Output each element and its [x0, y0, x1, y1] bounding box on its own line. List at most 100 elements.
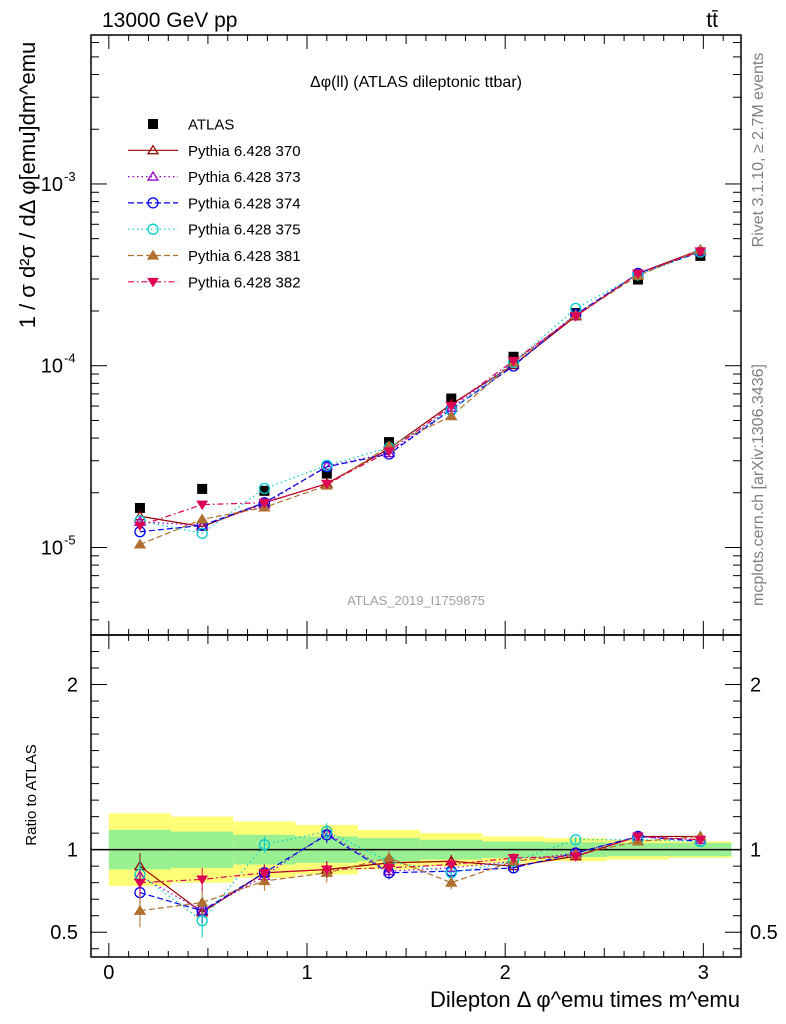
main-data-marks: [133, 243, 707, 549]
ratio-axis-ticks: [91, 635, 741, 957]
data-point: [321, 468, 332, 479]
series-line: [139, 251, 701, 534]
legend-marker: [148, 119, 158, 129]
x-tick-label: 0: [103, 962, 114, 984]
ratio-y-tick-labels: 0.5 0.5 1 1 2 2: [50, 675, 778, 945]
legend-marker: [147, 223, 159, 235]
mcplots-source-label: mcplots.cern.ch [arXiv:1306.3436]: [750, 364, 767, 606]
ratio-point: [383, 863, 395, 874]
header-process-label: tt̄: [706, 9, 718, 32]
y-tick-exponent: -5: [64, 532, 76, 547]
series-point: [632, 269, 644, 280]
main-y-tick-labels: 10-510-410-3: [41, 169, 76, 560]
main-y-axis-label: 1 / σ d²σ / dΔ φ[emu]dm^emu: [15, 42, 40, 329]
legend-marker: [146, 249, 160, 260]
ratio-point: [694, 835, 707, 846]
ratio-point: [258, 868, 271, 879]
main-axis-ticks: [91, 35, 741, 635]
series-point: [320, 460, 333, 471]
ratio-plot-frame: [90, 634, 742, 958]
ratio-point: [445, 876, 458, 887]
legend-label: Pythia 6.428 375: [188, 222, 301, 239]
main-series-lines: [139, 249, 701, 545]
series-point: [507, 356, 520, 367]
x-tick-label: 3: [698, 962, 709, 984]
series-line: [139, 249, 701, 528]
series-point: [383, 447, 395, 457]
legend-marker: [147, 197, 159, 209]
series-line: [139, 250, 701, 527]
series-point: [258, 498, 271, 509]
ratio-point: [569, 852, 582, 862]
x-tick-label: 2: [500, 962, 511, 984]
legend-marker: [146, 144, 160, 155]
ratio-point: [133, 904, 147, 915]
series-point: [320, 479, 333, 490]
legend-marker: [147, 277, 159, 288]
series-point: [133, 510, 147, 521]
x-tick-labels: 0 1 2 3: [103, 962, 709, 984]
legend-label: Pythia 6.428 373: [188, 169, 301, 186]
ratio-tick-label-right: 1: [750, 840, 761, 862]
series-point: [196, 527, 208, 539]
legend-label: Pythia 6.428 370: [188, 143, 301, 160]
y-tick-label: 10: [41, 174, 63, 196]
ratio-tick-label: 1: [67, 840, 78, 862]
ratio-data-marks: [133, 823, 707, 938]
ratio-series-lines: [139, 830, 701, 922]
ratio-series-line: [139, 835, 701, 912]
legend-label: ATLAS: [188, 117, 234, 134]
legend-label: Pythia 6.428 381: [188, 248, 301, 265]
ratio-point: [632, 832, 644, 843]
legend-marker: [146, 170, 160, 181]
plot-title: Δφ(ll) (ATLAS dileptonic ttbar): [310, 74, 522, 91]
series-line: [139, 250, 701, 526]
series-point: [445, 402, 458, 412]
ratio-plot-panel: 0.5 0.5 1 1 2 2 0 1 2 3 Ratio to ATLAS Dilepton …: [23, 634, 778, 1012]
series-line: [139, 249, 701, 545]
ratio-tick-label-right: 0.5: [750, 922, 778, 944]
series-point: [133, 538, 147, 549]
x-axis-label: Dilepton Δ φ^emu times m^emu: [430, 987, 740, 1012]
series-point: [569, 312, 582, 322]
ratio-point: [445, 860, 458, 871]
series-line: [139, 251, 701, 533]
ratio-point: [196, 875, 209, 885]
x-tick-label: 1: [301, 962, 312, 984]
y-tick-exponent: -4: [64, 351, 76, 366]
ratio-tick-label: 2: [67, 675, 78, 697]
ratio-tick-label: 0.5: [50, 922, 78, 944]
y-tick-label: 10: [41, 537, 63, 559]
data-point: [134, 502, 145, 513]
y-tick-label: 10: [41, 356, 63, 378]
analysis-label: ATLAS_2019_I1759875: [347, 593, 485, 608]
ratio-point: [321, 825, 333, 838]
legend: ATLAS Pythia 6.428 370 Pythia 6.428 373 Pyt…: [128, 117, 301, 291]
ratio-tick-label-right: 2: [750, 675, 761, 697]
rivet-version-label: Rivet 3.1.10, ≥ 2.7M events: [750, 53, 767, 248]
ratio-point: [258, 839, 271, 851]
ratio-y-axis-label: Ratio to ATLAS: [23, 744, 40, 845]
legend-label: Pythia 6.428 374: [188, 195, 301, 212]
main-plot-panel: 10-510-410-3 Δφ(ll) (ATLAS dileptonic tt…: [15, 34, 742, 636]
series-point: [694, 247, 707, 257]
ratio-series-line: [139, 830, 701, 922]
ratio-point: [507, 853, 520, 864]
data-point: [259, 485, 270, 496]
series-point: [134, 521, 146, 532]
series-point: [196, 513, 209, 524]
ratio-point: [570, 834, 582, 846]
legend-label: Pythia 6.428 382: [188, 274, 301, 291]
ratio-point: [320, 865, 333, 876]
ratio-series-line: [139, 835, 701, 884]
series-point: [258, 482, 271, 495]
ratio-point: [134, 878, 146, 889]
series-point: [321, 459, 333, 472]
series-point: [445, 410, 458, 421]
header-energy-label: 13000 GeV pp: [102, 9, 237, 32]
data-point: [197, 483, 208, 494]
y-tick-exponent: -3: [64, 169, 76, 184]
series-point: [196, 500, 209, 511]
ratio-point: [196, 896, 209, 907]
